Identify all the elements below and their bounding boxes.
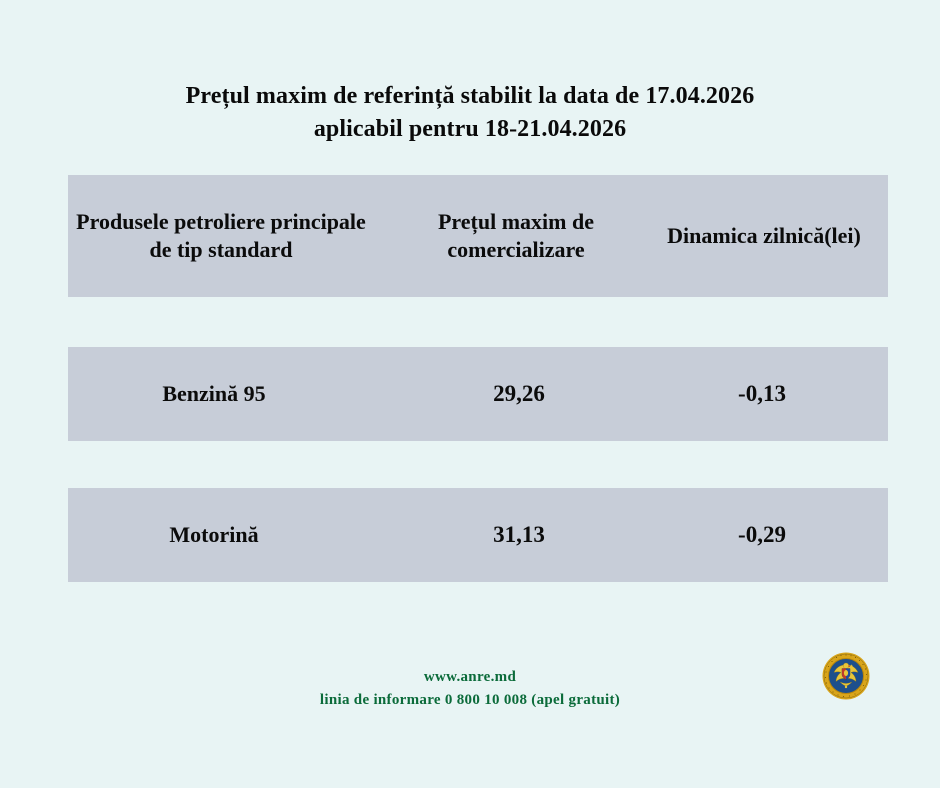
fuel-price-table: Produsele petroliere principale de tip s… [68,175,888,629]
title-line-1: Prețul maxim de referință stabilit la da… [185,83,755,109]
cell-max-price: 29,26 [493,381,545,406]
cell-max-price: 31,13 [493,522,545,547]
cell-product-name: Benzină 95 [162,381,266,406]
page-title: Prețul maxim de referință stabilit la da… [0,80,940,146]
cell-product-name: Motorină [169,522,259,547]
cell-daily-dynamic: -0,29 [738,522,786,547]
table-row: Benzină 95 29,26 -0,13 [68,347,888,441]
footer-contact-block: www.anre.md linia de informare 0 800 10 … [0,666,940,712]
table-header-row: Produsele petroliere principale de tip s… [68,175,888,297]
column-header-dynamic: Dinamica zilnică(lei) [667,223,861,248]
footer-website-link[interactable]: www.anre.md [423,669,517,685]
table-row: Motorină 31,13 -0,29 [68,488,888,582]
footer-hotline-text: linia de informare 0 800 10 008 (apel gr… [319,692,621,708]
column-header-price: Prețul maxim de comercializare [437,209,594,262]
anre-seal-icon [821,651,871,701]
column-header-product: Produsele petroliere principale de tip s… [76,209,366,262]
cell-daily-dynamic: -0,13 [738,381,786,406]
title-line-2: aplicabil pentru 18-21.04.2026 [313,116,627,142]
